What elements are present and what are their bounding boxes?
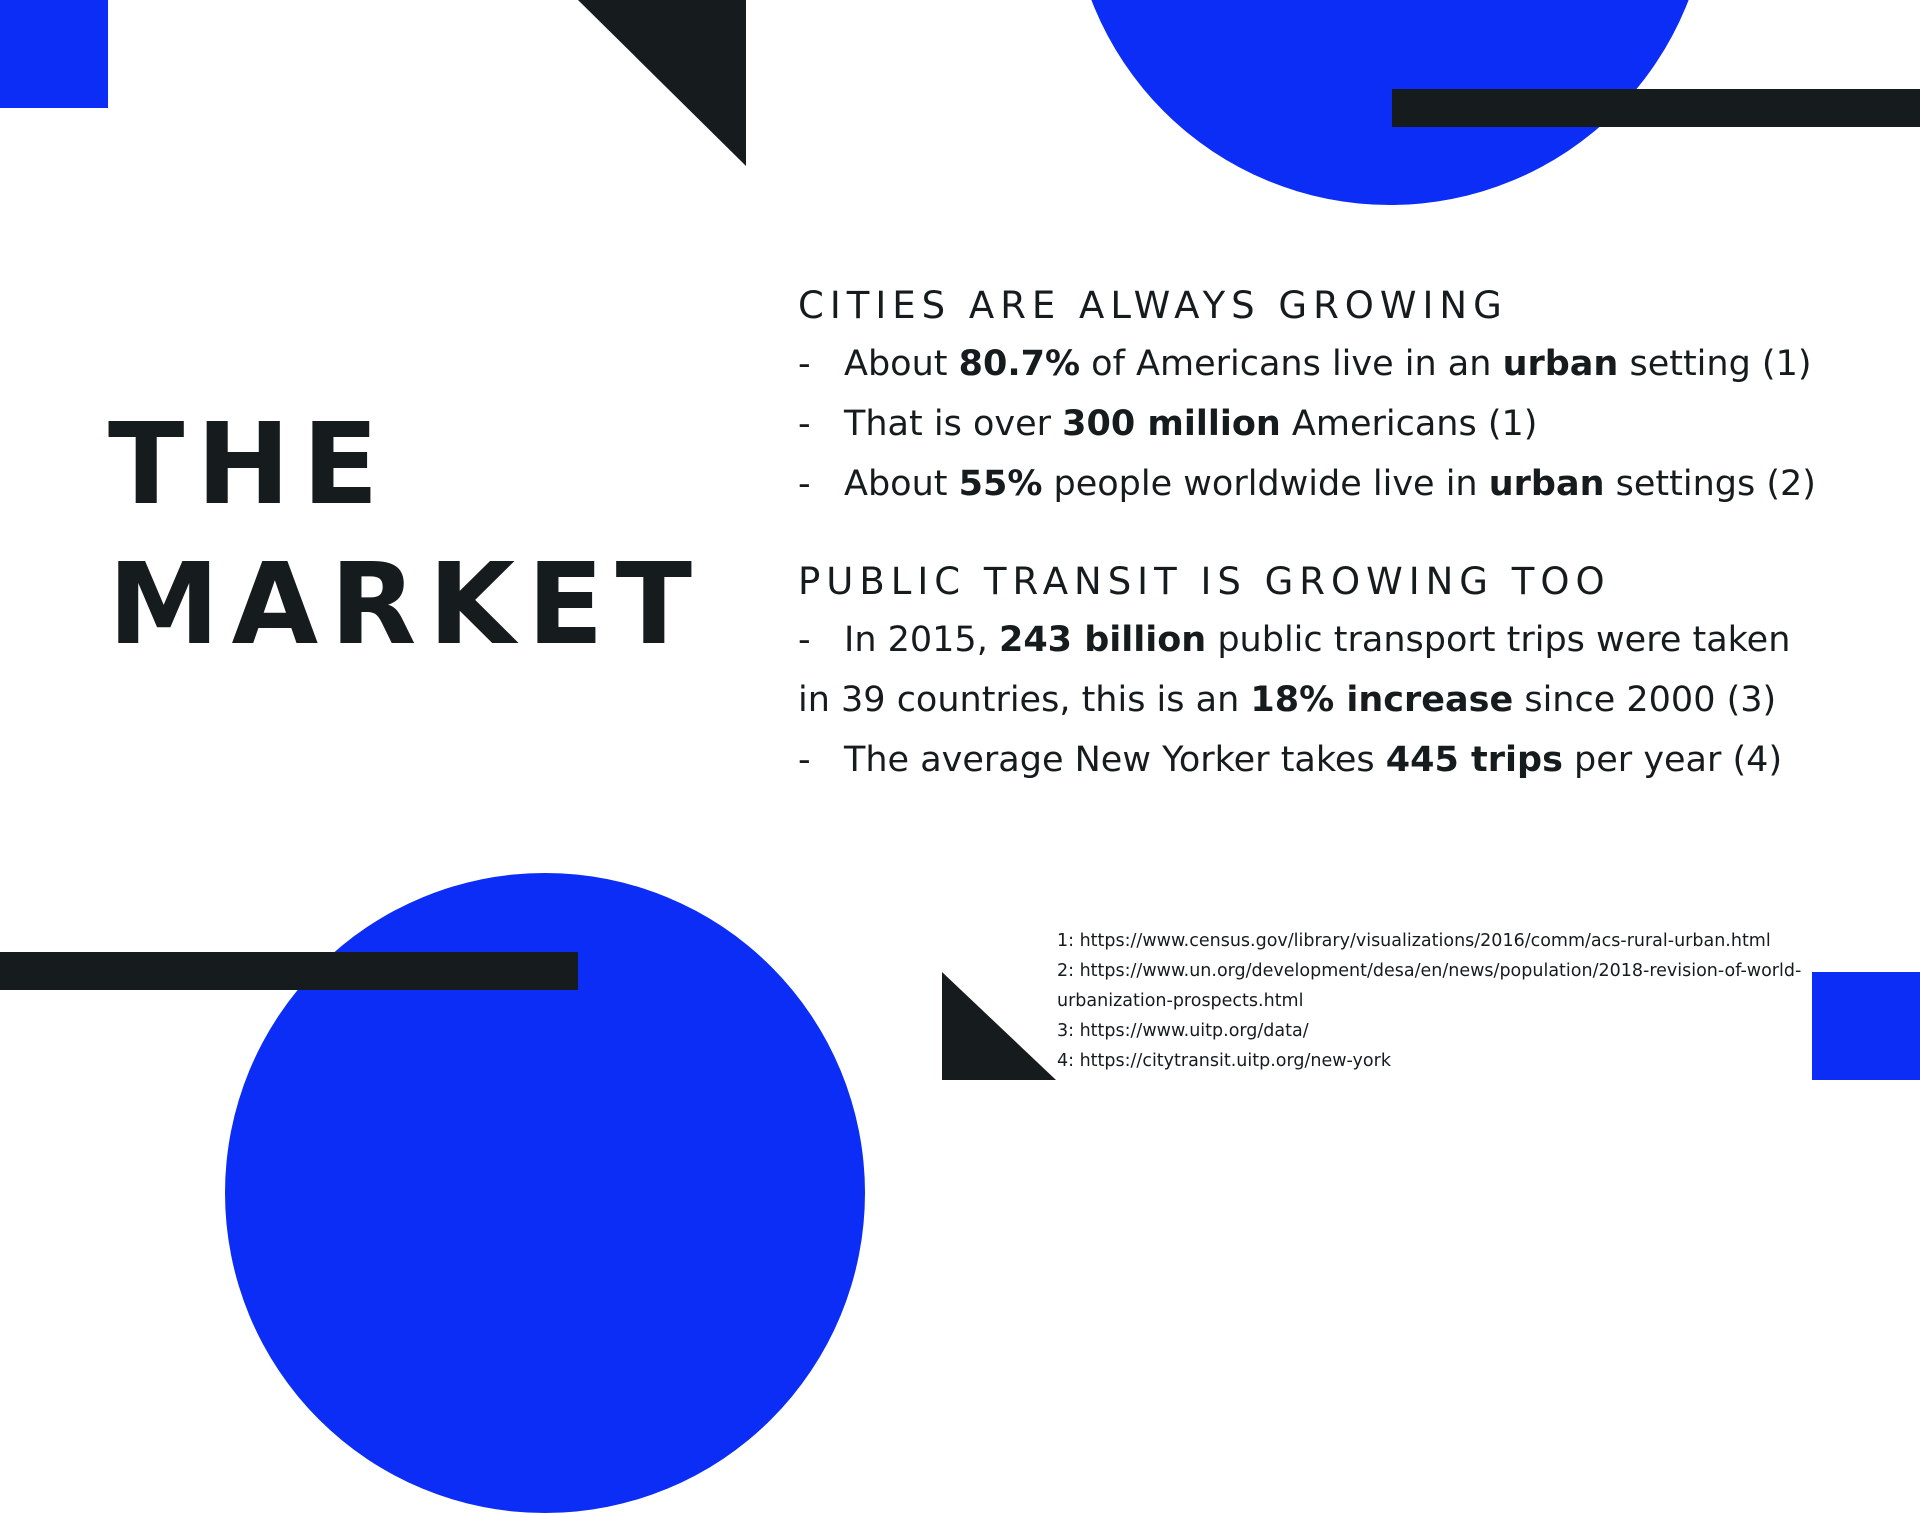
bullet-item: - About 55% people worldwide live in urba… <box>798 454 1828 514</box>
references-list: 1: https://www.census.gov/library/visual… <box>1057 926 1817 1076</box>
bullet-text: Americans (1) <box>1280 404 1538 444</box>
bullet-text: since 2000 (3) <box>1513 680 1777 720</box>
bullet-text: public transport trips were taken in 39 … <box>798 620 1791 720</box>
bullet-highlight: 300 million <box>1062 404 1281 444</box>
bullet-highlight: 243 billion <box>998 620 1207 660</box>
bullet-text: That is over <box>844 404 1063 444</box>
bullet-text: setting (1) <box>1618 344 1812 384</box>
title-line-1: THE <box>108 400 391 530</box>
bullet-highlight: urban <box>1502 344 1619 384</box>
decorative-black-triangle-bottom <box>942 972 1056 1080</box>
bullet-text: About <box>844 344 959 384</box>
bullet-highlight: 55% <box>958 464 1043 504</box>
bullet-text: of Americans live in an <box>1080 344 1503 384</box>
bullet-item: - The average New Yorker takes 445 trips … <box>798 730 1828 790</box>
content-area: CITIES ARE ALWAYS GROWING - About 80.7% o… <box>798 278 1828 790</box>
decorative-black-bar-bottom <box>0 952 578 990</box>
decorative-black-triangle-top <box>578 0 746 166</box>
section-heading-cities: CITIES ARE ALWAYS GROWING <box>798 284 1508 327</box>
bullet-highlight: 80.7% <box>958 344 1081 384</box>
section-heading-transit: PUBLIC TRANSIT IS GROWING TOO <box>798 560 1611 603</box>
title-line-2: MARKET <box>108 540 705 670</box>
transit-bullet-list: - In 2015, 243 billion public transport t… <box>798 610 1828 790</box>
bullet-highlight: 18% increase <box>1250 680 1514 720</box>
bullet-dash: - <box>798 404 811 444</box>
bullet-dash: - <box>798 344 811 384</box>
bullet-text: The average New Yorker takes <box>844 740 1386 780</box>
bullet-item: - In 2015, 243 billion public transport t… <box>798 610 1828 730</box>
bullet-item: - About 80.7% of Americans live in an urb… <box>798 334 1828 394</box>
bullet-text: per year (4) <box>1562 740 1783 780</box>
decorative-blue-square-bottom-right <box>1812 972 1920 1080</box>
bullet-highlight: urban <box>1488 464 1605 504</box>
bullet-item: - That is over 300 million Americans (1) <box>798 394 1828 454</box>
bullet-text: In 2015, <box>844 620 999 660</box>
bullet-text: About <box>844 464 959 504</box>
bullet-dash: - <box>798 740 811 780</box>
reference-item: 4: https://citytransit.uitp.org/new-york <box>1057 1051 1391 1071</box>
bullet-text: settings (2) <box>1604 464 1816 504</box>
cities-bullet-list: - About 80.7% of Americans live in an urb… <box>798 334 1828 514</box>
bullet-highlight: 445 trips <box>1385 740 1563 780</box>
reference-item: 1: https://www.census.gov/library/visual… <box>1057 931 1771 951</box>
decorative-blue-square-top-left <box>0 0 108 108</box>
slide-title: THE MARKET <box>108 395 704 675</box>
reference-item: 3: https://www.uitp.org/data/ <box>1057 1021 1309 1041</box>
reference-item: 2: https://www.un.org/development/desa/e… <box>1057 961 1802 1011</box>
decorative-black-bar-top <box>1392 89 1920 127</box>
bullet-dash: - <box>798 464 811 504</box>
bullet-dash: - <box>798 620 811 660</box>
bullet-text: people worldwide live in <box>1042 464 1489 504</box>
